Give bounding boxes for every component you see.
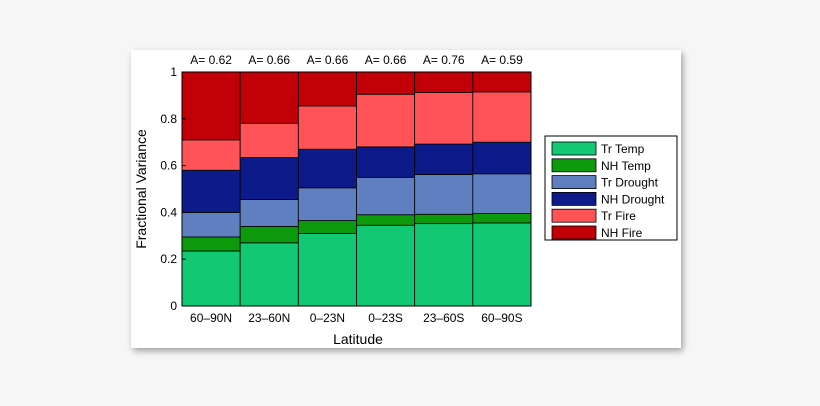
- bar-segment-nh-temp-4: [414, 213, 474, 225]
- bar-segment-tr-drought-0: [181, 211, 241, 238]
- y-tick-label: 0.2: [160, 252, 177, 266]
- annotation-label: A= 0.76: [423, 53, 465, 67]
- bar-segment-tr-temp-5: [472, 222, 532, 307]
- legend-label: Tr Temp: [601, 142, 645, 156]
- bar-segment-nh-temp-0: [181, 236, 241, 252]
- bar-segment-nh-drought-4: [414, 143, 474, 175]
- bar-segment-nh-temp-3: [356, 214, 416, 226]
- bar-segment-tr-fire-1: [239, 123, 299, 158]
- bar-segment-nh-temp-2: [297, 220, 357, 234]
- bar-segment-tr-fire-4: [414, 92, 474, 145]
- bar-segment-tr-fire-5: [472, 91, 532, 143]
- bar-segment-tr-drought-3: [356, 176, 416, 216]
- y-tick-label: 0: [170, 299, 177, 313]
- legend-label: Tr Fire: [601, 209, 636, 223]
- legend-label: NH Fire: [601, 226, 643, 240]
- x-tick-label: 60–90N: [190, 311, 232, 325]
- legend-label: NH Temp: [601, 159, 651, 173]
- bar-segment-tr-temp-1: [239, 242, 299, 307]
- bar-segment-tr-drought-4: [414, 174, 474, 215]
- y-axis-label: Fractional Variance: [133, 129, 149, 249]
- bar-segment-nh-drought-5: [472, 141, 532, 175]
- bar-segment-nh-drought-1: [239, 157, 299, 200]
- bar-segment-nh-drought-3: [356, 146, 416, 178]
- legend-swatch: [551, 141, 597, 156]
- x-axis: 60–90N 23–60N 0–23N 0–23S 23–60S 60–90S: [190, 311, 523, 325]
- annotation-label: A= 0.66: [365, 53, 407, 67]
- legend: Tr Temp NH Temp Tr Drought NH Drought Tr Fir…: [544, 135, 678, 241]
- y-tick-label: 0.6: [160, 159, 177, 173]
- y-tick-label: 1: [170, 65, 177, 79]
- bar-segment-nh-fire-5: [472, 71, 532, 93]
- bar-segment-tr-temp-2: [297, 233, 357, 307]
- bar-segment-nh-fire-0: [181, 71, 241, 141]
- bar-segment-nh-drought-0: [181, 169, 241, 213]
- legend-swatch: [551, 225, 597, 240]
- x-tick-label: 23–60N: [248, 311, 290, 325]
- y-axis: 0 0.2 0.4 0.6 0.8 1: [160, 65, 186, 313]
- y-tick-label: 0.8: [160, 112, 177, 126]
- bar-segment-tr-temp-0: [181, 250, 241, 307]
- annotation-label: A= 0.66: [307, 53, 349, 67]
- x-tick-label: 23–60S: [423, 311, 464, 325]
- legend-label: Tr Drought: [601, 176, 659, 190]
- annotation-label: A= 0.62: [190, 53, 232, 67]
- bars-layer: [181, 71, 532, 307]
- x-axis-label: Latitude: [333, 331, 383, 347]
- bar-segment-nh-fire-4: [414, 71, 474, 93]
- bar-segment-tr-drought-1: [239, 199, 299, 227]
- bar-segment-nh-fire-3: [356, 71, 416, 95]
- bar-segment-tr-fire-2: [297, 105, 357, 150]
- annotations-layer: A= 0.62 A= 0.66 A= 0.66 A= 0.66 A= 0.76 A= 0.…: [190, 53, 523, 67]
- legend-swatch: [551, 191, 597, 206]
- bar-segment-tr-fire-3: [356, 93, 416, 148]
- stacked-bar-chart: A= 0.62 A= 0.66 A= 0.66 A= 0.66 A= 0.76 A= 0.…: [133, 53, 678, 347]
- bar-segment-nh-temp-1: [239, 226, 299, 244]
- legend-label: NH Drought: [601, 192, 665, 206]
- legend-swatch: [551, 158, 597, 173]
- bar-segment-nh-fire-1: [239, 71, 299, 124]
- bar-segment-nh-drought-2: [297, 148, 357, 189]
- bar-segment-tr-fire-0: [181, 139, 241, 171]
- bar-segment-nh-fire-2: [297, 71, 357, 107]
- bar-segment-nh-temp-5: [472, 213, 532, 224]
- figure-card: A= 0.62 A= 0.66 A= 0.66 A= 0.66 A= 0.76 A= 0.…: [131, 50, 681, 348]
- annotation-label: A= 0.59: [481, 53, 523, 67]
- legend-swatch: [551, 208, 597, 223]
- bar-segment-tr-drought-5: [472, 173, 532, 214]
- bar-segment-tr-temp-4: [414, 223, 474, 307]
- x-tick-label: 60–90S: [481, 311, 522, 325]
- x-tick-label: 0–23S: [368, 311, 403, 325]
- bar-segment-tr-temp-3: [356, 224, 416, 307]
- plot-frame: [181, 71, 532, 307]
- x-tick-label: 0–23N: [310, 311, 345, 325]
- annotation-label: A= 0.66: [248, 53, 290, 67]
- y-tick-label: 0.4: [160, 205, 177, 219]
- bar-segment-tr-drought-2: [297, 187, 357, 221]
- legend-swatch: [551, 175, 597, 189]
